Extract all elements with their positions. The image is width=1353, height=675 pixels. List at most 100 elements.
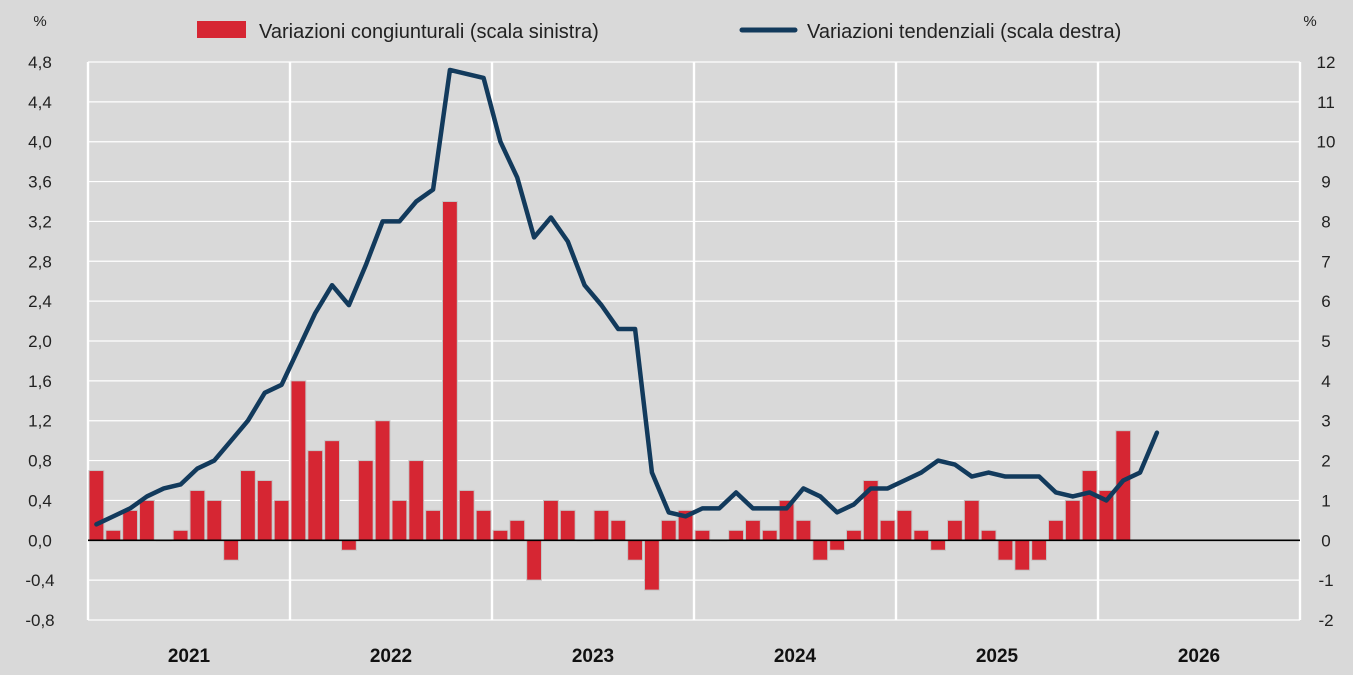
bar — [458, 489, 475, 541]
left-tick-label: 3,2 — [28, 212, 52, 231]
left-tick-label: 3,6 — [28, 173, 52, 192]
legend-label-bar: Variazioni congiunturali (scala sinistra… — [259, 21, 599, 43]
bar — [947, 519, 963, 541]
right-tick-label: -2 — [1318, 611, 1333, 630]
left-tick-label: 0,4 — [28, 491, 52, 510]
year-label: 2026 — [1178, 646, 1220, 667]
bar — [425, 509, 441, 541]
left-axis-unit: % — [33, 13, 46, 30]
bar — [442, 201, 458, 541]
bar — [341, 539, 357, 551]
left-tick-label: 2,4 — [28, 292, 52, 311]
bar — [795, 519, 812, 541]
year-label: 2022 — [370, 646, 412, 667]
bar — [963, 499, 980, 541]
bar — [206, 499, 223, 541]
trend-line — [94, 67, 1160, 527]
right-tick-label: 0 — [1321, 531, 1330, 550]
bar — [930, 539, 946, 551]
legend-label-line: Variazioni tendenziali (scala destra) — [807, 21, 1121, 43]
bar — [223, 539, 239, 561]
bar — [509, 519, 526, 541]
right-tick-label: 9 — [1321, 173, 1330, 192]
left-tick-label: 4,4 — [28, 93, 52, 112]
bar — [829, 539, 845, 551]
right-tick-label: 4 — [1321, 372, 1330, 391]
bar — [980, 529, 997, 541]
bar — [761, 529, 778, 541]
bar — [273, 499, 290, 541]
bar — [526, 539, 542, 581]
bar — [492, 529, 509, 541]
left-tick-label: 2,8 — [28, 252, 52, 271]
bar — [1031, 539, 1047, 561]
bar — [1064, 499, 1081, 541]
bar — [105, 529, 122, 541]
bar — [1014, 539, 1031, 571]
bar — [240, 470, 256, 541]
bar-series — [88, 201, 1132, 591]
bar — [408, 460, 425, 541]
bar — [1048, 519, 1064, 541]
bar — [324, 440, 340, 541]
right-tick-label: 3 — [1321, 412, 1330, 431]
bar — [660, 519, 677, 541]
year-label: 2023 — [572, 646, 614, 667]
line-series — [94, 67, 1160, 527]
bar — [728, 529, 744, 541]
right-tick-label: 5 — [1321, 332, 1330, 351]
right-tick-label: 6 — [1321, 292, 1330, 311]
right-tick-label: -1 — [1318, 571, 1333, 590]
x-axis-years: 2021 2022 2023 2024 2025 2026 — [168, 646, 1220, 667]
right-tick-label: 2 — [1321, 452, 1330, 471]
left-tick-label: -0,4 — [25, 571, 54, 590]
bar — [913, 529, 930, 541]
bar — [88, 470, 105, 541]
bar — [1081, 470, 1098, 541]
left-tick-label: 4,0 — [28, 133, 52, 152]
bar — [475, 509, 492, 541]
bar — [997, 539, 1014, 561]
bar — [627, 539, 643, 561]
gridlines — [86, 61, 1302, 621]
bar — [879, 519, 896, 541]
left-tick-label: 0,0 — [28, 531, 52, 550]
bar — [256, 480, 273, 541]
year-label: 2025 — [976, 646, 1019, 667]
left-axis-ticks: 4,8 4,4 4,0 3,6 3,2 2,8 2,4 2,0 1,6 1,2 0,8 0,4 0,0 -… — [25, 53, 54, 630]
left-tick-label: -0,8 — [25, 611, 54, 630]
bar — [543, 499, 559, 541]
bar — [559, 509, 576, 541]
legend-swatch-bar — [197, 21, 246, 38]
right-tick-label: 10 — [1317, 133, 1336, 152]
right-tick-label: 11 — [1317, 93, 1335, 112]
bar — [610, 519, 627, 541]
bar — [290, 380, 307, 541]
right-tick-label: 12 — [1317, 53, 1336, 72]
bar — [374, 420, 391, 541]
bar — [644, 539, 660, 591]
bar — [172, 529, 189, 541]
left-tick-label: 1,2 — [28, 412, 52, 431]
right-tick-label: 8 — [1321, 212, 1330, 231]
bar — [593, 509, 610, 541]
bar — [139, 499, 155, 541]
bar — [846, 529, 862, 541]
bar — [745, 519, 761, 541]
right-tick-label: 1 — [1321, 491, 1330, 510]
year-label: 2021 — [168, 646, 211, 667]
bar — [896, 509, 913, 541]
bar — [122, 509, 138, 541]
left-tick-label: 2,0 — [28, 332, 52, 351]
left-tick-label: 0,8 — [28, 452, 52, 471]
bar — [357, 460, 374, 541]
year-label: 2024 — [774, 646, 817, 667]
legend: Variazioni congiunturali (scala sinistra… — [197, 21, 1121, 43]
left-tick-label: 4,8 — [28, 53, 52, 72]
bar — [307, 450, 324, 541]
bar — [694, 529, 711, 541]
left-tick-label: 1,6 — [28, 372, 52, 391]
bar — [812, 539, 829, 561]
